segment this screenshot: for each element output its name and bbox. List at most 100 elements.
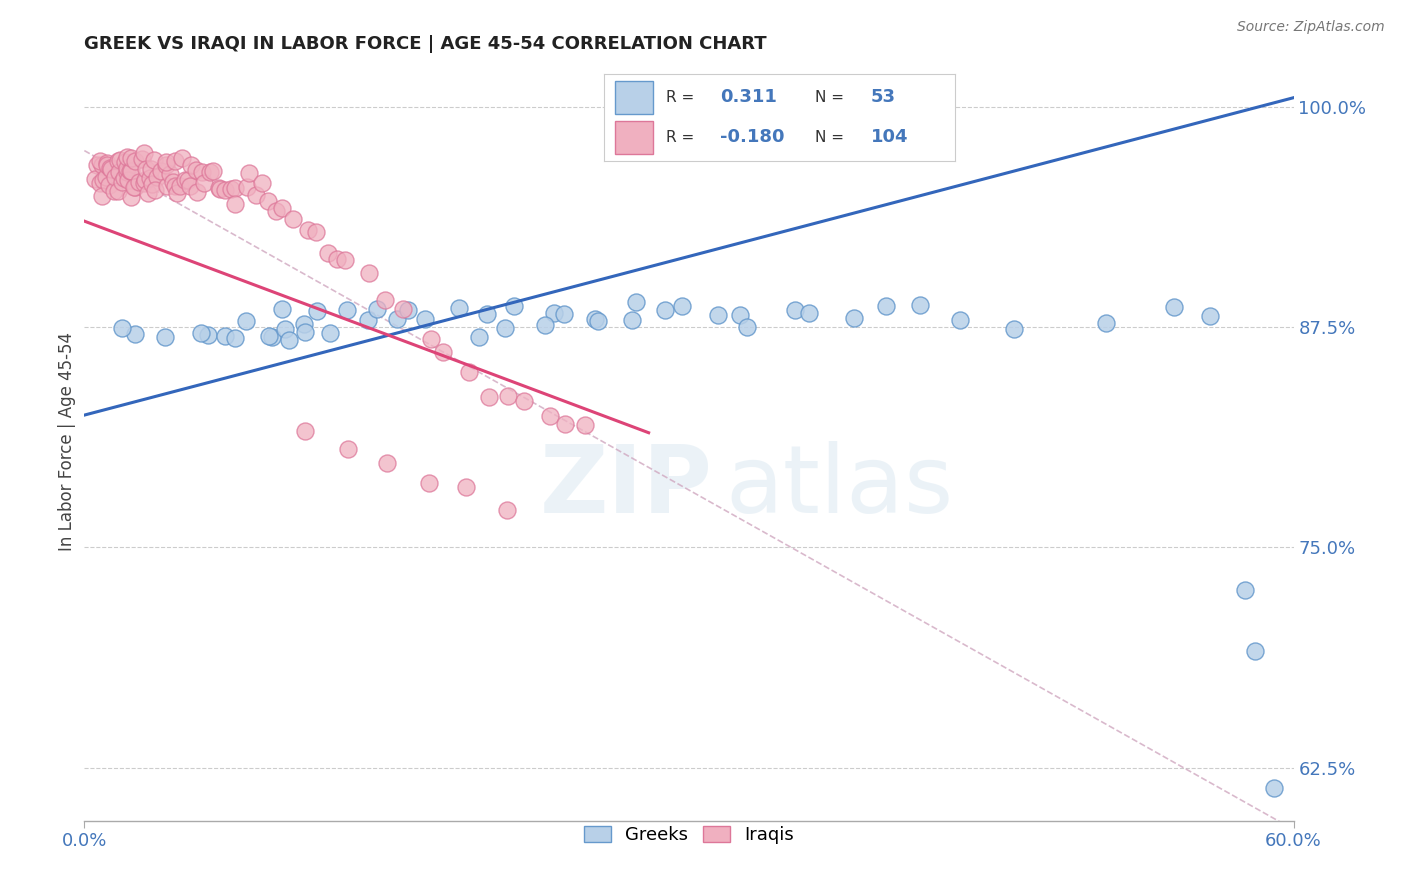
Point <box>190 326 212 340</box>
Point <box>117 150 139 164</box>
Point <box>624 295 647 310</box>
Point <box>177 172 200 186</box>
Text: GREEK VS IRAQI IN LABOR FORCE | AGE 45-54 CORRELATION CHART: GREEK VS IRAQI IN LABOR FORCE | AGE 45-5… <box>84 35 768 53</box>
Point <box>198 165 221 179</box>
Point <box>162 175 184 189</box>
Point <box>141 177 163 191</box>
Point <box>89 153 111 168</box>
Point <box>728 308 751 322</box>
Point <box>449 301 471 315</box>
Point <box>574 418 596 433</box>
Point <box>294 424 316 438</box>
Point <box>737 320 759 334</box>
Point <box>197 327 219 342</box>
Point <box>385 312 408 326</box>
Point <box>100 162 122 177</box>
Point <box>543 306 565 320</box>
Point <box>91 188 114 202</box>
Point <box>707 308 730 322</box>
Point <box>169 178 191 193</box>
Point <box>96 155 118 169</box>
Point <box>153 330 176 344</box>
Text: atlas: atlas <box>725 441 953 533</box>
Point <box>83 171 105 186</box>
Point <box>496 503 519 517</box>
Point <box>396 303 419 318</box>
Point <box>155 158 177 172</box>
Point <box>165 153 187 168</box>
Point <box>120 151 142 165</box>
Point <box>202 164 225 178</box>
Point <box>797 306 820 320</box>
Point <box>554 417 576 432</box>
Point <box>475 307 498 321</box>
Point <box>114 155 136 169</box>
Point <box>252 177 274 191</box>
Point <box>146 169 169 184</box>
Point <box>186 162 208 177</box>
Point <box>271 302 294 317</box>
Point <box>89 177 111 191</box>
Point <box>294 326 316 340</box>
Point <box>107 184 129 198</box>
Point <box>783 302 806 317</box>
Point <box>128 175 150 189</box>
Point <box>166 186 188 200</box>
Point <box>336 442 359 457</box>
Point <box>155 154 177 169</box>
Point <box>357 312 380 326</box>
Point <box>620 312 643 326</box>
Point <box>124 154 146 169</box>
Point <box>1163 301 1185 315</box>
Point <box>103 185 125 199</box>
Point <box>120 164 142 178</box>
Point <box>456 480 478 494</box>
Point <box>159 167 181 181</box>
Point <box>538 409 561 423</box>
Point <box>208 181 231 195</box>
Point <box>494 320 516 334</box>
Point <box>173 173 195 187</box>
Point <box>235 313 257 327</box>
Point <box>104 169 127 184</box>
Point <box>139 170 162 185</box>
Point <box>131 153 153 167</box>
Point <box>271 201 294 215</box>
Point <box>1233 583 1256 598</box>
Point <box>553 307 575 321</box>
Point <box>193 176 215 190</box>
Point <box>457 365 479 379</box>
Point <box>214 183 236 197</box>
Point <box>132 176 155 190</box>
Point <box>418 476 440 491</box>
Point <box>156 178 179 193</box>
Point <box>141 162 163 177</box>
Point <box>259 329 281 343</box>
Point <box>264 203 287 218</box>
Point <box>245 188 267 202</box>
Point <box>297 223 319 237</box>
Point <box>136 186 159 201</box>
Point <box>260 330 283 344</box>
Point <box>111 320 134 334</box>
Point <box>318 326 340 341</box>
Point <box>224 197 246 211</box>
Point <box>180 158 202 172</box>
Point <box>149 163 172 178</box>
Y-axis label: In Labor Force | Age 45-54: In Labor Force | Age 45-54 <box>58 332 76 551</box>
Point <box>115 165 138 179</box>
Point <box>671 299 693 313</box>
Point <box>117 172 139 186</box>
Point <box>124 327 146 342</box>
Point <box>208 182 231 196</box>
Point <box>333 252 356 267</box>
Point <box>118 164 141 178</box>
Point <box>326 252 349 266</box>
Point <box>910 298 932 312</box>
Point <box>236 180 259 194</box>
Point <box>1094 316 1116 330</box>
Point <box>949 313 972 327</box>
Point <box>375 456 398 470</box>
Point <box>112 170 135 185</box>
Point <box>124 179 146 194</box>
